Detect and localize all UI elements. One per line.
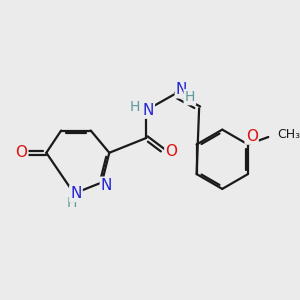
Text: CH₃: CH₃	[278, 128, 300, 141]
Text: N: N	[142, 103, 154, 118]
Text: N: N	[176, 82, 187, 97]
Text: N: N	[70, 186, 82, 201]
Text: H: H	[130, 100, 140, 114]
Text: H: H	[185, 90, 195, 104]
Text: O: O	[165, 144, 177, 159]
Text: O: O	[15, 145, 27, 160]
Text: H: H	[67, 196, 77, 210]
Text: N: N	[101, 178, 112, 193]
Text: O: O	[246, 129, 258, 144]
